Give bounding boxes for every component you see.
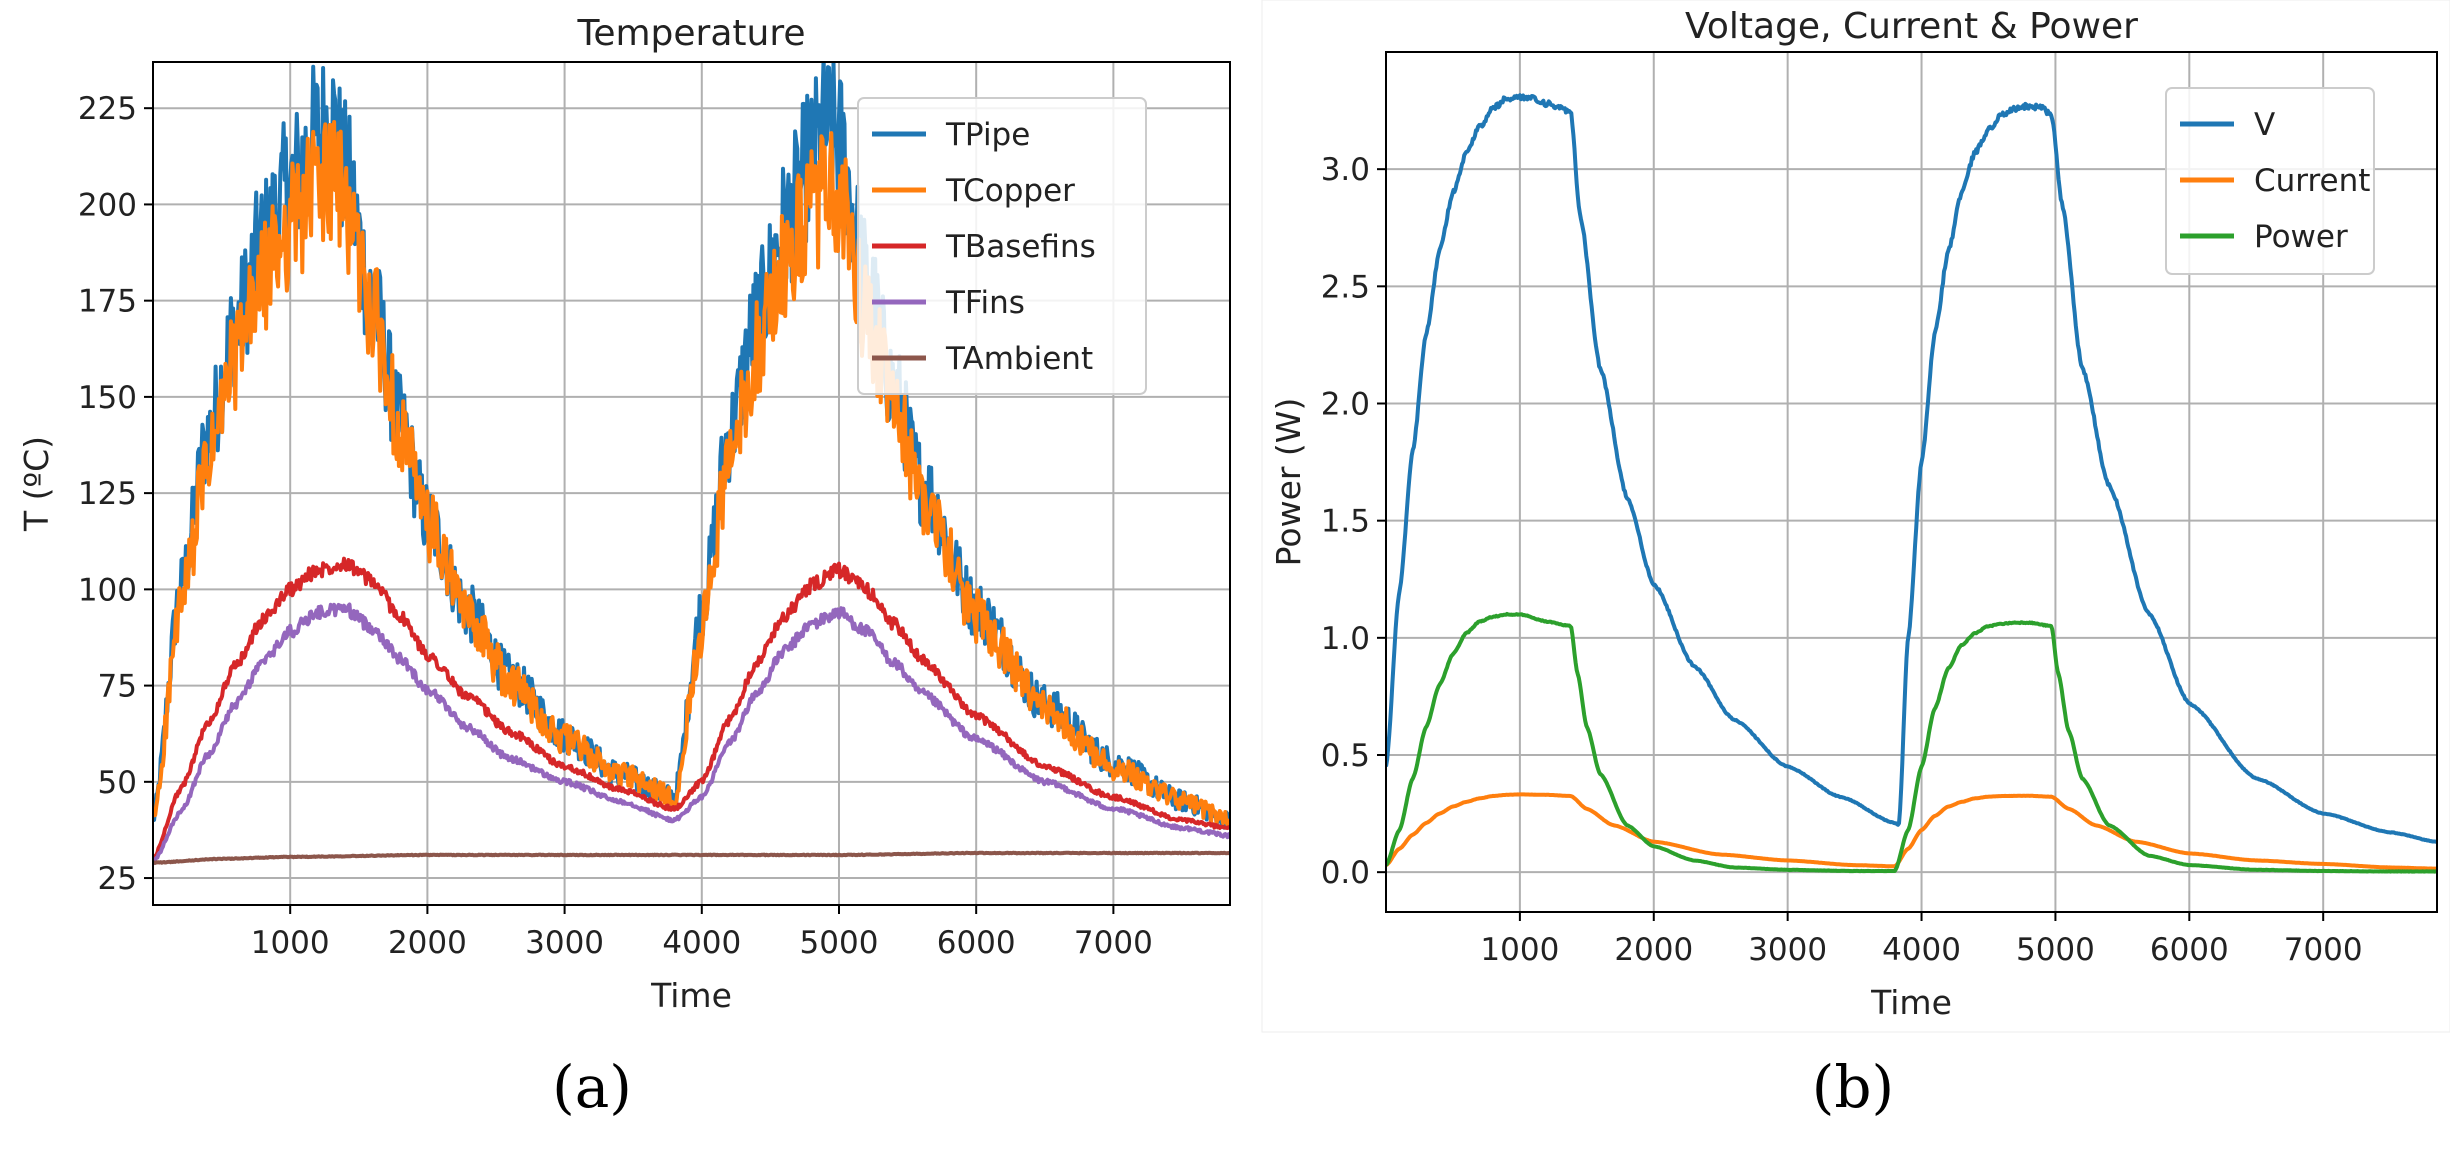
y-tick-label: 2.0 [1321,386,1370,422]
temperature-chart: 1000 2000 3000 4000 5000 6000 7000 25 50 75 100 125… [17,13,1231,1121]
y-tick-label: 200 [78,187,137,223]
series-line-v [1386,93,2437,844]
y-axis-label: T (ºC) [17,436,56,532]
chart-title: Temperature [576,13,805,54]
legend: V Current Power [2165,87,2375,275]
legend-label-v: V [2254,107,2275,143]
legend-label-tpipe: TPipe [945,117,1030,153]
x-tick-label: 6000 [2150,932,2229,968]
x-tick-label: 3000 [525,925,604,961]
y-tick-label: 25 [98,861,137,897]
x-axis-label: Time [650,976,732,1015]
y-tick-label: 0.0 [1321,855,1370,891]
y-tick-label: 175 [78,284,137,320]
x-tick-label: 5000 [2016,932,2095,968]
series-line-power [1386,611,2437,874]
voltage-current-power-chart: 1000 2000 3000 4000 5000 6000 7000 0.0 0.5 1.0 1.5… [1269,6,2438,1121]
y-tick-label: 1.0 [1321,621,1370,657]
y-tick-label: 125 [78,476,137,512]
y-axis-label: Power (W) [1269,398,1308,567]
legend: TPipe TCopper TBasefins TFins TAmbient [857,97,1147,395]
chart-title: Voltage, Current & Power [1685,6,2138,47]
y-tick-label: 1.5 [1321,504,1370,540]
y-tick-label: 150 [78,380,137,416]
y-tick-label: 50 [98,765,137,801]
legend-box [2165,87,2375,275]
legend-box [857,97,1147,395]
x-tick-label: 1000 [1480,932,1559,968]
y-tick-label: 100 [78,572,137,608]
x-tick-label: 4000 [662,925,741,961]
x-tick-label: 6000 [937,925,1016,961]
series-line-tcopper [153,120,1230,827]
x-tick-label: 7000 [1074,925,1153,961]
series-line-current [1386,792,2437,871]
axes-frame [1385,51,2438,913]
legend-label-tbasefins: TBasefins [945,229,1096,265]
x-axis-label: Time [1870,983,1952,1022]
series-line-tambient [153,850,1230,865]
y-tick-label: 0.5 [1321,738,1370,774]
y-tick-label: 75 [98,669,137,705]
x-tick-label: 1000 [251,925,330,961]
legend-label-tambient: TAmbient [945,341,1093,377]
panel-label: (b) [1812,1053,1894,1121]
x-tick-label: 3000 [1748,932,1827,968]
x-tick-label: 5000 [800,925,879,961]
legend-label-current: Current [2254,163,2370,199]
panel-label: (a) [552,1053,632,1121]
x-tick-label: 4000 [1882,932,1961,968]
y-tick-label: 3.0 [1321,152,1370,188]
legend-label-tcopper: TCopper [945,173,1075,209]
legend-label-tfins: TFins [945,285,1025,321]
x-tick-label: 2000 [388,925,467,961]
series-group [153,62,1230,865]
x-tick-label: 2000 [1614,932,1693,968]
series-line-tbasefins [153,556,1230,860]
series-group [1386,93,2437,874]
legend-label-power: Power [2254,219,2348,255]
axes-frame [152,61,1231,906]
y-tick-label: 2.5 [1321,269,1370,305]
y-tick-label: 225 [78,91,137,127]
series-line-tfins [153,602,1230,865]
x-tick-label: 7000 [2284,932,2363,968]
